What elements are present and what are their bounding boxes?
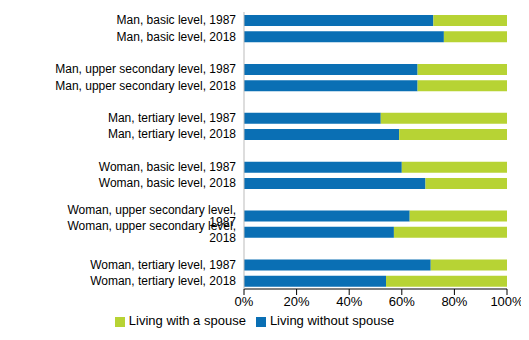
svg-text:Woman, basic level, 2018: Woman, basic level, 2018 — [99, 176, 237, 190]
svg-text:Man, tertiary level, 1987: Man, tertiary level, 1987 — [108, 111, 236, 125]
svg-text:60%: 60% — [389, 294, 415, 309]
svg-text:20%: 20% — [284, 294, 310, 309]
svg-text:80%: 80% — [441, 294, 467, 309]
svg-text:Woman, tertiary level, 1987: Woman, tertiary level, 1987 — [90, 258, 236, 272]
svg-text:Man, basic level, 2018: Man, basic level, 2018 — [117, 30, 237, 44]
svg-text:Woman, basic level, 1987: Woman, basic level, 1987 — [99, 160, 237, 174]
svg-text:Man, tertiary level, 2018: Man, tertiary level, 2018 — [108, 127, 236, 141]
svg-text:40%: 40% — [336, 294, 362, 309]
svg-text:Woman, tertiary level, 2018: Woman, tertiary level, 2018 — [90, 274, 236, 288]
svg-text:100%: 100% — [490, 294, 521, 309]
svg-text:Man, basic level, 1987: Man, basic level, 1987 — [117, 13, 237, 27]
svg-text:Man, upper secondary level, 19: Man, upper secondary level, 1987 — [55, 62, 236, 76]
svg-text:0%: 0% — [235, 294, 254, 309]
svg-text:Man, upper secondary level, 20: Man, upper secondary level, 2018 — [55, 79, 236, 93]
svg-text:Woman, upper secondary level,2: Woman, upper secondary level,2018 — [67, 219, 236, 245]
